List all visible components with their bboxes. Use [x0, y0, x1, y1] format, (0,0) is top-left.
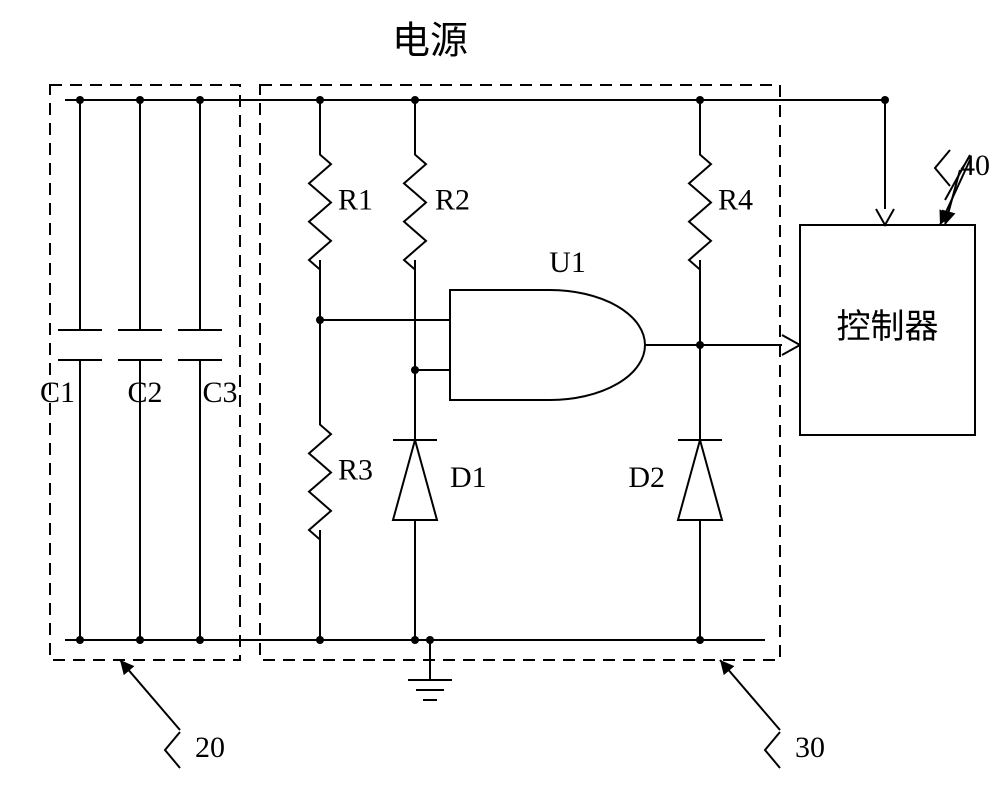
label-ref20: 20 [195, 731, 225, 764]
label-controller: 控制器 [837, 308, 939, 346]
label-c3: C3 [202, 376, 237, 409]
block-20 [50, 85, 240, 660]
label-ref40: 40 [960, 149, 990, 182]
label-d2: D2 [628, 461, 665, 494]
and-gate-u1 [450, 290, 645, 400]
label-d1: D1 [450, 461, 487, 494]
label-r2: R2 [435, 183, 470, 216]
label-r3: R3 [338, 453, 373, 486]
label-c1: C1 [40, 376, 75, 409]
label-power: 电源 [392, 21, 468, 63]
circuit-diagram: 电源 C1 C2 C3 R1 R3 R2 D1 R4 D2 U1 控制器 40 20 30 [0, 0, 1000, 803]
label-ref30: 30 [795, 731, 825, 764]
label-r4: R4 [718, 183, 753, 216]
label-r1: R1 [338, 183, 373, 216]
label-u1: U1 [549, 246, 586, 279]
label-c2: C2 [127, 376, 162, 409]
